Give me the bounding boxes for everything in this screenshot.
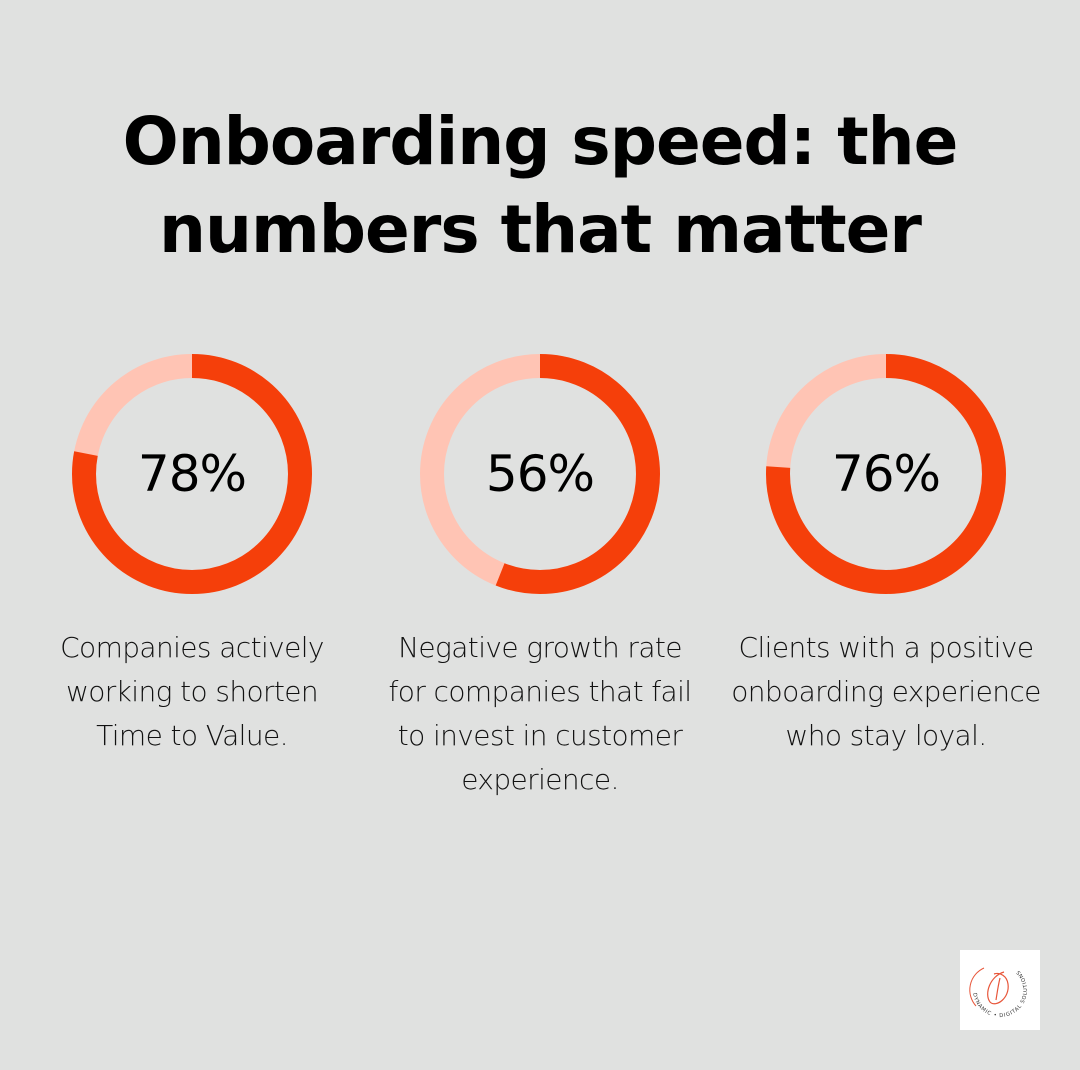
donut-ring-icon [420, 354, 660, 594]
stat-value-1: 78% [137, 445, 247, 503]
dynamic-digital-solutions-logo-icon: DYNAMIC • DIGITAL SOLUTIONS [969, 967, 1029, 1019]
donut-chart-1: 78% [72, 354, 312, 594]
donut-chart-3: 76% [766, 354, 1006, 594]
svg-text:DYNAMIC • DIGITAL SOLUTIONS: DYNAMIC • DIGITAL SOLUTIONS [971, 968, 1029, 1019]
donut-ring-icon [766, 354, 1006, 594]
page-title: Onboarding speed: the numbers that matte… [0, 98, 1080, 274]
stat-value-3: 76% [831, 445, 941, 503]
brand-logo: DYNAMIC • DIGITAL SOLUTIONS [960, 950, 1040, 1030]
stat-description-1: Companies actively working to shorten Ti… [60, 631, 324, 752]
stat-description-2: Negative growth rate for companies that … [388, 631, 693, 796]
donut-chart-2: 56% [420, 354, 660, 594]
title-line-2: numbers that matter [159, 191, 922, 268]
stat-description-3: Clients with a positive onboarding exper… [731, 631, 1041, 752]
title-line-1: Onboarding speed: the [122, 103, 959, 180]
stat-value-2: 56% [485, 445, 595, 503]
donut-ring-icon [72, 354, 312, 594]
